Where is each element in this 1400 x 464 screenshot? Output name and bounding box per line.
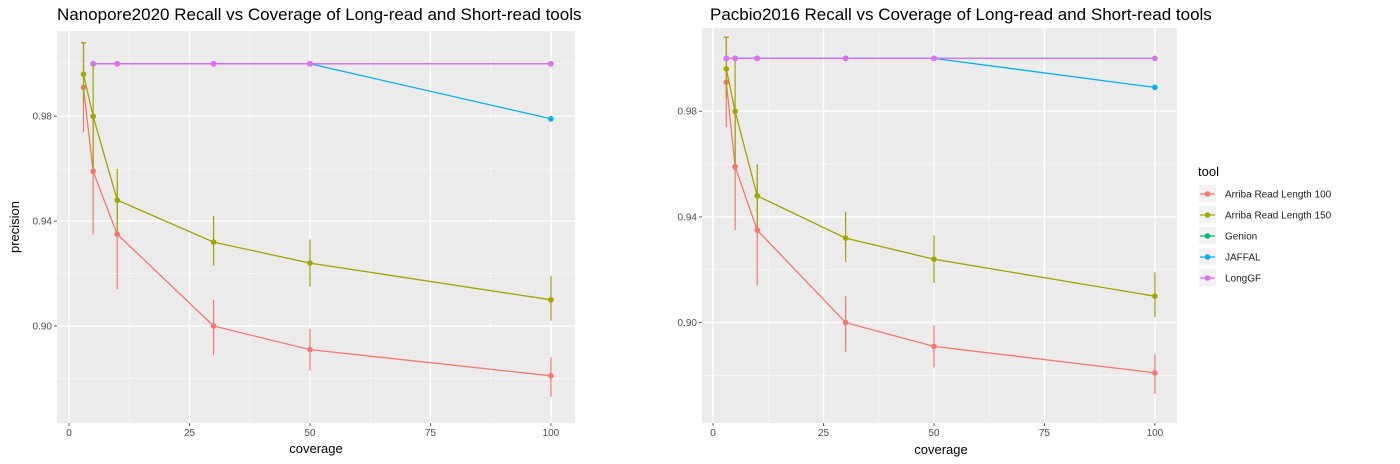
plot-panel (57, 31, 575, 423)
y-axis-ticks: 0.90 0.94 0.98 (678, 107, 702, 329)
chart-title: Pacbio2016 Recall vs Coverage of Long-re… (710, 5, 1212, 24)
data-point (931, 256, 937, 262)
series-arriba-read-length-150 (80, 42, 554, 321)
x-tick-label: 0 (710, 428, 716, 439)
data-point (732, 108, 738, 115)
data-point (842, 55, 849, 62)
legend-item-jaffal: JAFFAL (1199, 248, 1261, 265)
x-tick-label: 50 (304, 428, 316, 439)
data-point (210, 323, 217, 329)
legend-label: JAFFAL (1225, 253, 1261, 264)
legend-key-point (1204, 191, 1211, 197)
legend-key-point (1204, 212, 1211, 218)
y-tick-label: 0.98 (33, 112, 53, 123)
legend-label: Arriba Read Length 150 (1225, 211, 1332, 222)
data-point (1152, 293, 1158, 299)
series-line (82, 87, 551, 377)
data-point (307, 260, 313, 266)
x-tick-label: 25 (184, 428, 196, 439)
legend-label: LongGF (1225, 274, 1261, 285)
y-tick-label: 0.94 (678, 212, 698, 223)
series-longgf (723, 55, 1158, 62)
x-axis-title: coverage (914, 442, 967, 457)
chart-title: Nanopore2020 Recall vs Coverage of Long-… (57, 5, 582, 24)
y-axis-title: precision (7, 201, 22, 253)
series-line (725, 68, 1156, 297)
data-point (210, 239, 217, 245)
data-point (114, 231, 121, 238)
y-tick-label: 0.90 (678, 318, 698, 329)
series-group (723, 36, 1158, 394)
x-tick-label: 50 (928, 428, 940, 439)
x-tick-label: 100 (1147, 428, 1164, 439)
data-point (307, 346, 313, 353)
series-longgf (90, 60, 554, 67)
x-tick-label: 0 (66, 428, 72, 439)
data-point (114, 60, 121, 67)
x-axis-title: coverage (289, 441, 342, 456)
plot-panel (702, 28, 1177, 423)
data-point (548, 373, 554, 379)
data-point (548, 60, 554, 67)
data-point (842, 235, 849, 241)
legend-label: Genion (1225, 232, 1257, 243)
legend-item-genion: Genion (1199, 227, 1257, 244)
y-tick-label: 0.90 (33, 321, 53, 332)
legend-item-arriba-read-length-150: Arriba Read Length 150 (1199, 206, 1332, 223)
series-arriba-read-length-150 (723, 36, 1158, 318)
legend-item-arriba-read-length-100: Arriba Read Length 100 (1199, 185, 1332, 202)
y-tick-label: 0.98 (678, 107, 698, 118)
data-point (90, 60, 96, 67)
x-tick-label: 100 (543, 428, 560, 439)
data-point (1152, 84, 1158, 91)
data-point (754, 192, 761, 199)
data-point (732, 55, 738, 62)
y-tick-label: 0.94 (33, 217, 53, 228)
data-point (1152, 369, 1158, 376)
data-point (90, 113, 96, 120)
chart-pacbio2016: Pacbio2016 Recall vs Coverage of Long-re… (678, 5, 1212, 457)
data-point (548, 296, 554, 303)
data-point (723, 66, 730, 72)
x-axis-ticks: 0 25 50 75 100 (710, 423, 1164, 439)
data-point (548, 116, 554, 122)
data-point (90, 168, 96, 175)
x-axis-ticks: 0 25 50 75 100 (66, 423, 560, 439)
x-tick-label: 75 (1039, 428, 1051, 439)
x-tick-label: 75 (425, 428, 437, 439)
data-point (732, 163, 738, 170)
data-point (931, 343, 937, 350)
legend-items: Arriba Read Length 100 Arriba Read Length… (1199, 185, 1332, 286)
data-point (842, 319, 849, 326)
legend-item-longgf: LongGF (1199, 269, 1261, 286)
data-point (307, 60, 313, 67)
data-point (210, 60, 217, 67)
legend-key-point (1204, 233, 1211, 239)
data-point (931, 55, 937, 62)
legend-label: Arriba Read Length 100 (1225, 190, 1332, 201)
series-group (80, 42, 554, 397)
legend-key-point (1204, 254, 1211, 260)
x-tick-label: 25 (818, 428, 830, 439)
data-point (114, 197, 121, 203)
data-point (754, 55, 761, 62)
data-point (1152, 55, 1158, 62)
chart-nanopore2020: Nanopore2020 Recall vs Coverage of Long-… (7, 5, 582, 456)
legend-key-point (1204, 275, 1211, 281)
data-point (723, 55, 730, 62)
y-axis-ticks: 0.90 0.94 0.98 (33, 112, 57, 332)
legend-title: tool (1198, 164, 1219, 179)
data-point (80, 71, 87, 78)
series-line (725, 82, 1155, 374)
data-point (754, 227, 761, 233)
series-line (82, 74, 551, 301)
